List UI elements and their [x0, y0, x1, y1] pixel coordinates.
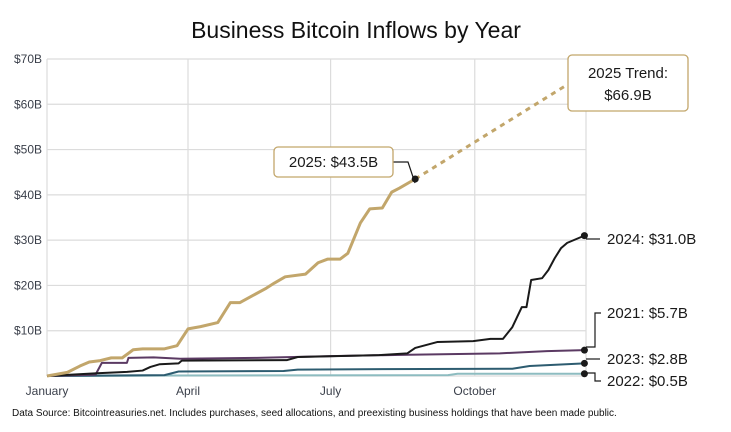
label-2022: 2022: $0.5B [607, 373, 688, 390]
end-dot-2023 [580, 359, 588, 367]
series-line-2024 [46, 234, 585, 377]
y-tick-label: $50B [14, 143, 42, 157]
y-tick-label: $30B [14, 233, 42, 247]
series-line-2021 [46, 349, 585, 377]
y-tick-label: $40B [14, 188, 42, 202]
leader-line-2025 [393, 161, 416, 184]
y-tick-label: $20B [14, 278, 42, 292]
annotation-box-trend [567, 54, 689, 112]
grid [46, 58, 587, 377]
end-dots [411, 175, 588, 378]
end-dot-2025 [411, 175, 419, 183]
leader-line-2022 [586, 372, 601, 382]
end-labels: 2024: $31.0B 2021: $5.7B 2023: $2.8B 202… [586, 231, 696, 390]
series-line-2023 [46, 362, 585, 377]
y-tick-label: $10B [14, 324, 42, 338]
annotation-box-2025 [273, 146, 394, 178]
annotation-2025: 2025: $43.5B [273, 146, 416, 184]
x-axis: January April July October [26, 384, 496, 398]
leader-line-2021 [586, 312, 601, 348]
end-dot-2024 [580, 232, 588, 240]
label-2023: 2023: $2.8B [607, 351, 688, 368]
label-2021: 2021: $5.7B [607, 305, 688, 322]
x-tick-label: April [176, 384, 200, 398]
series-lines [46, 71, 587, 378]
y-tick-label: $60B [14, 97, 42, 111]
chart-title: Business Bitcoin Inflows by Year [191, 17, 521, 43]
x-tick-label: January [26, 384, 69, 398]
series-line-2025 [46, 177, 416, 378]
end-dot-2021 [580, 346, 588, 354]
end-dot-2022 [580, 370, 588, 378]
y-axis: $10B $20B $30B $40B $50B $60B $70B [14, 52, 42, 338]
x-tick-label: July [320, 384, 341, 398]
annotation-trend-line1: 2025 Trend: [588, 65, 668, 82]
annotation-trend: 2025 Trend: $66.9B [567, 54, 689, 112]
trend-line-2025 [414, 71, 587, 181]
x-tick-label: October [453, 384, 496, 398]
label-2024: 2024: $31.0B [607, 231, 696, 248]
source-note: Data Source: Bitcointreasuries.net. Incl… [12, 408, 617, 419]
annotation-trend-line2: $66.9B [604, 87, 652, 104]
y-tick-label: $70B [14, 52, 42, 66]
annotation-2025-text: 2025: $43.5B [289, 154, 378, 171]
